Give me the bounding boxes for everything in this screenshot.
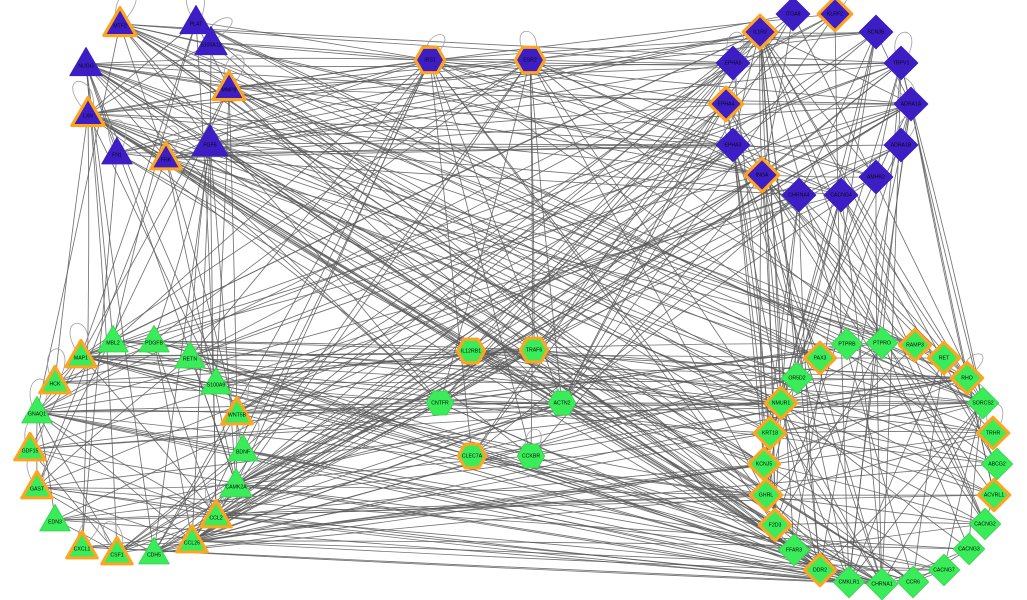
graph-node[interactable] bbox=[101, 136, 133, 165]
graph-node[interactable] bbox=[220, 395, 254, 426]
graph-node[interactable] bbox=[194, 25, 228, 56]
graph-node[interactable] bbox=[174, 340, 206, 369]
graph-node[interactable] bbox=[149, 140, 183, 171]
graph-node[interactable] bbox=[513, 45, 547, 75]
graph-node[interactable] bbox=[802, 552, 838, 588]
graph-node[interactable] bbox=[211, 69, 247, 102]
graph-node[interactable] bbox=[516, 443, 546, 469]
graph-node[interactable] bbox=[69, 46, 103, 77]
graph-node[interactable] bbox=[219, 467, 253, 498]
graph-node[interactable] bbox=[199, 498, 233, 529]
graph-node[interactable] bbox=[980, 447, 1014, 481]
graph-node[interactable] bbox=[38, 364, 72, 395]
graph-node[interactable] bbox=[175, 523, 209, 554]
graph-node[interactable] bbox=[743, 156, 781, 194]
graph-node[interactable] bbox=[741, 13, 779, 51]
graph-node[interactable] bbox=[976, 477, 1012, 513]
graph-node[interactable] bbox=[547, 390, 577, 416]
graph-node[interactable] bbox=[13, 431, 47, 462]
graph-node[interactable] bbox=[966, 386, 1000, 420]
graph-node[interactable] bbox=[780, 361, 814, 395]
graph-node[interactable] bbox=[832, 565, 866, 599]
graph-node[interactable] bbox=[883, 127, 919, 163]
graph-node[interactable] bbox=[952, 532, 986, 566]
graph-node[interactable] bbox=[830, 327, 864, 361]
graph-node[interactable] bbox=[748, 477, 784, 513]
graph-node[interactable] bbox=[802, 340, 838, 376]
graph-node[interactable] bbox=[179, 4, 213, 35]
graph-node[interactable] bbox=[518, 336, 550, 364]
graph-node[interactable] bbox=[715, 127, 751, 163]
node-layer[interactable] bbox=[13, 0, 1014, 600]
graph-node[interactable] bbox=[746, 446, 782, 482]
graph-node[interactable] bbox=[715, 45, 751, 81]
graph-node[interactable] bbox=[823, 177, 859, 213]
graph-node[interactable] bbox=[65, 529, 99, 560]
graph-node[interactable] bbox=[39, 503, 71, 532]
graph-node[interactable] bbox=[97, 324, 129, 353]
edge-layer bbox=[29, 13, 998, 585]
graph-node[interactable] bbox=[975, 415, 1011, 451]
graph-node[interactable] bbox=[138, 536, 170, 565]
graph-node[interactable] bbox=[949, 360, 985, 396]
graph-node[interactable] bbox=[64, 338, 98, 369]
graph-node[interactable] bbox=[455, 337, 487, 365]
graph-node[interactable] bbox=[777, 533, 811, 567]
graph-node[interactable] bbox=[191, 124, 229, 157]
graph-node[interactable] bbox=[757, 507, 793, 543]
graph-node[interactable] bbox=[865, 567, 899, 600]
graph-node[interactable] bbox=[858, 14, 894, 50]
graph-node[interactable] bbox=[968, 507, 1002, 541]
graph-node[interactable] bbox=[926, 340, 962, 376]
graph-node[interactable] bbox=[21, 395, 53, 424]
graph-node[interactable] bbox=[775, 0, 811, 32]
graph-node[interactable] bbox=[425, 390, 455, 416]
graph-node[interactable] bbox=[763, 385, 799, 421]
graph-node[interactable] bbox=[413, 45, 447, 75]
graph-node[interactable] bbox=[927, 553, 961, 587]
graph-node[interactable] bbox=[227, 433, 259, 462]
graph-node[interactable] bbox=[100, 535, 134, 566]
graph-node[interactable] bbox=[70, 95, 106, 128]
graph-node[interactable] bbox=[893, 86, 929, 122]
graph-node[interactable] bbox=[138, 324, 170, 353]
graph-node[interactable] bbox=[102, 5, 138, 38]
graph-node[interactable] bbox=[752, 415, 788, 451]
graph-node[interactable] bbox=[200, 366, 232, 395]
graph-node[interactable] bbox=[865, 326, 899, 360]
graph-node[interactable] bbox=[707, 85, 745, 123]
graph-node[interactable] bbox=[883, 45, 919, 81]
graph-node[interactable] bbox=[20, 469, 54, 500]
graph-node[interactable] bbox=[858, 159, 894, 195]
graph-node[interactable] bbox=[816, 0, 854, 33]
graph-node[interactable] bbox=[897, 327, 933, 363]
graph-node[interactable] bbox=[781, 177, 817, 213]
graph-node[interactable] bbox=[896, 565, 930, 599]
graph-node[interactable] bbox=[456, 442, 488, 470]
